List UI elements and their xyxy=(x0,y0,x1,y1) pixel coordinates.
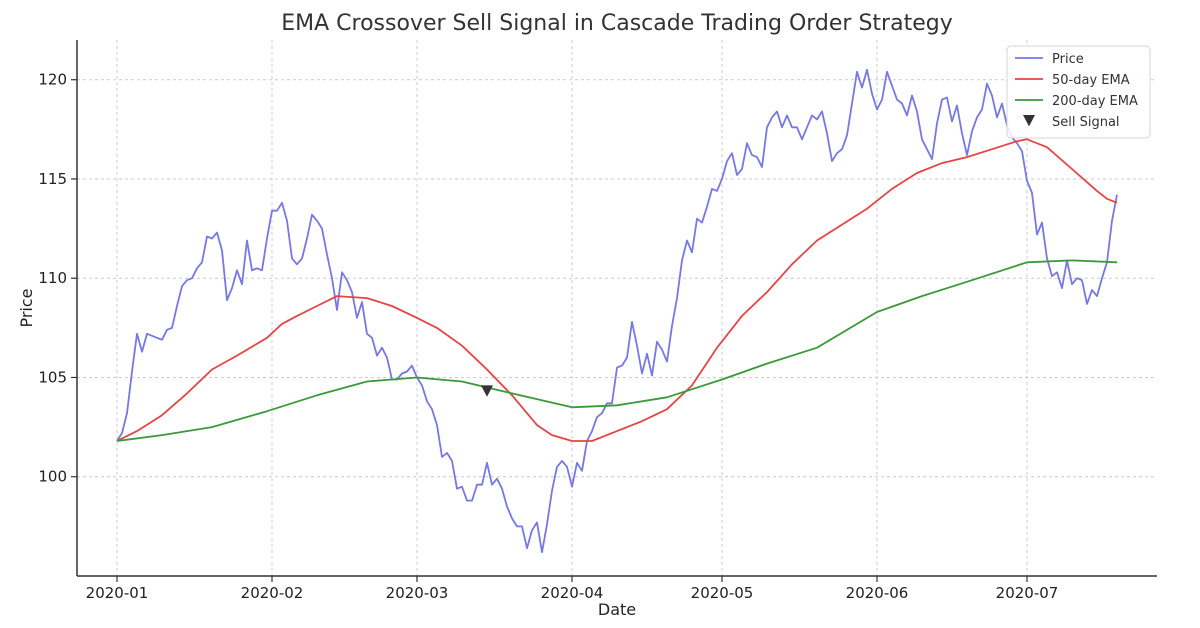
y-axis-ticks: 100 105 110 115 120 xyxy=(38,71,77,486)
x-axis-label: Date xyxy=(598,600,636,619)
price-line xyxy=(116,68,1118,554)
markers xyxy=(481,385,493,397)
legend-label: Price xyxy=(1052,52,1084,67)
200-day-ema-line xyxy=(116,259,1118,442)
grid-lines xyxy=(77,40,1157,576)
x-tick-label: 2020-01 xyxy=(86,584,149,602)
50-day-ema-line xyxy=(116,138,1118,442)
legend: Price 50-day EMA 200-day EMA Sell Signal xyxy=(1006,45,1151,139)
y-tick-label: 110 xyxy=(38,269,67,287)
axes xyxy=(76,40,1157,577)
x-axis-ticks: 2020-01 2020-02 2020-03 2020-04 2020-05 2020-… xyxy=(86,576,1059,602)
y-tick-label: 105 xyxy=(38,368,67,386)
x-tick-label: 2020-02 xyxy=(241,584,304,602)
legend-swatch xyxy=(1023,115,1035,127)
data-series xyxy=(116,68,1118,554)
chart-title: EMA Crossover Sell Signal in Cascade Tra… xyxy=(281,11,952,36)
x-tick-label: 2020-04 xyxy=(541,584,604,602)
x-tick-label: 2020-06 xyxy=(846,584,909,602)
legend-box xyxy=(1006,45,1151,139)
x-tick-label: 2020-03 xyxy=(386,584,449,602)
x-tick-label: 2020-07 xyxy=(996,584,1059,602)
legend-label: 200-day EMA xyxy=(1052,94,1138,109)
legend-label: Sell Signal xyxy=(1052,115,1120,130)
y-axis-label: Price xyxy=(17,288,36,327)
sell-signal-marker xyxy=(481,385,493,397)
x-tick-label: 2020-05 xyxy=(691,584,754,602)
legend-label: 50-day EMA xyxy=(1052,73,1130,88)
y-tick-label: 115 xyxy=(38,170,67,188)
y-tick-label: 120 xyxy=(38,71,67,89)
y-tick-label: 100 xyxy=(38,468,67,486)
